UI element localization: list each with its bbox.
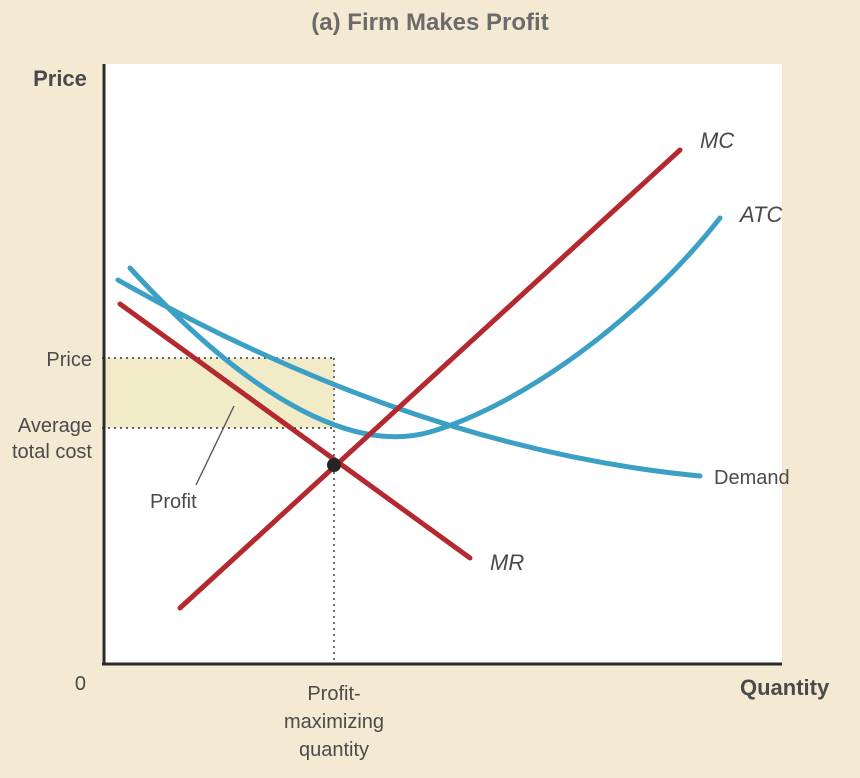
origin-label: 0	[75, 673, 86, 695]
mc-mr-intersection	[327, 458, 341, 472]
ytick-totalcost: total cost	[12, 441, 92, 463]
chart-title: (a) Firm Makes Profit	[311, 9, 548, 36]
xtick-line2: maximizing	[284, 711, 384, 733]
profit-label: Profit	[150, 491, 197, 513]
x-axis-label: Quantity	[740, 675, 830, 700]
xtick-line1: Profit-	[307, 683, 360, 705]
atc-label: ATC	[738, 202, 782, 227]
chart-frame: (a) Firm Makes Profit Price Quantity 0 M…	[0, 0, 860, 778]
economics-chart: (a) Firm Makes Profit Price Quantity 0 M…	[0, 0, 860, 778]
ytick-avg: Average	[18, 415, 92, 437]
xtick-line3: quantity	[299, 739, 369, 761]
y-axis-label: Price	[33, 66, 87, 91]
mc-label: MC	[700, 128, 734, 153]
mr-label: MR	[490, 550, 524, 575]
demand-label: Demand	[714, 467, 790, 489]
ytick-price: Price	[46, 349, 92, 371]
